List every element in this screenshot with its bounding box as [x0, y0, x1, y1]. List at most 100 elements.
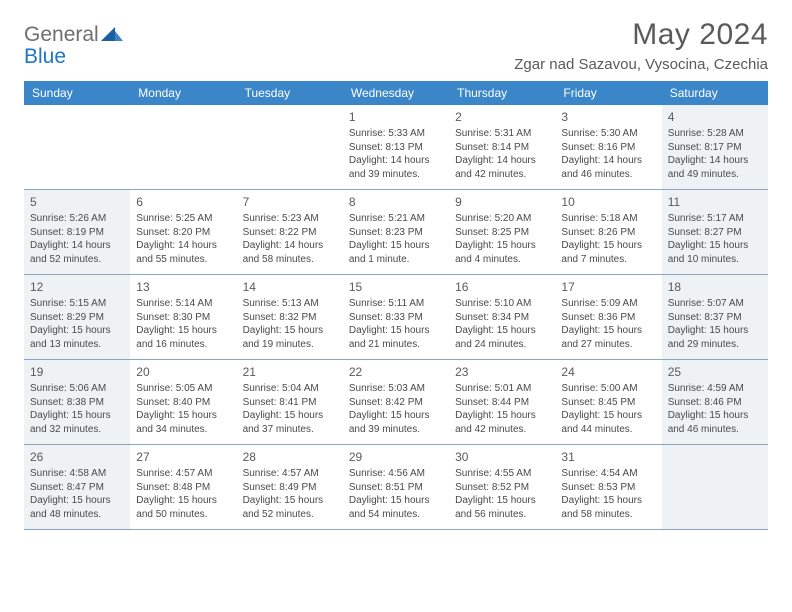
day-cell: 28Sunrise: 4:57 AMSunset: 8:49 PMDayligh…	[237, 445, 343, 529]
day-cell: 18Sunrise: 5:07 AMSunset: 8:37 PMDayligh…	[662, 275, 768, 359]
logo-line2: Blue	[24, 45, 66, 68]
sunrise-line: Sunrise: 4:55 AM	[455, 467, 549, 481]
daylight-line: Daylight: 15 hours and 34 minutes.	[136, 409, 230, 436]
daylight-line: Daylight: 15 hours and 48 minutes.	[30, 494, 124, 521]
sunset-line: Sunset: 8:14 PM	[455, 141, 549, 155]
day-number: 12	[30, 279, 124, 295]
sunrise-line: Sunrise: 5:33 AM	[349, 127, 443, 141]
day-cell: 30Sunrise: 4:55 AMSunset: 8:52 PMDayligh…	[449, 445, 555, 529]
day-number: 18	[668, 279, 762, 295]
sunset-line: Sunset: 8:17 PM	[668, 141, 762, 155]
daylight-line: Daylight: 14 hours and 52 minutes.	[30, 239, 124, 266]
day-cell: 26Sunrise: 4:58 AMSunset: 8:47 PMDayligh…	[24, 445, 130, 529]
sunrise-line: Sunrise: 5:15 AM	[30, 297, 124, 311]
day-cell: 14Sunrise: 5:13 AMSunset: 8:32 PMDayligh…	[237, 275, 343, 359]
weekday-header: Wednesday	[343, 81, 449, 105]
day-number: 20	[136, 364, 230, 380]
daylight-line: Daylight: 15 hours and 21 minutes.	[349, 324, 443, 351]
calendar-weeks: 1Sunrise: 5:33 AMSunset: 8:13 PMDaylight…	[24, 105, 768, 530]
sunset-line: Sunset: 8:22 PM	[243, 226, 337, 240]
sunset-line: Sunset: 8:48 PM	[136, 481, 230, 495]
daylight-line: Daylight: 14 hours and 58 minutes.	[243, 239, 337, 266]
daylight-line: Daylight: 15 hours and 24 minutes.	[455, 324, 549, 351]
day-number: 25	[668, 364, 762, 380]
day-cell: 29Sunrise: 4:56 AMSunset: 8:51 PMDayligh…	[343, 445, 449, 529]
sunrise-line: Sunrise: 5:25 AM	[136, 212, 230, 226]
sunrise-line: Sunrise: 5:14 AM	[136, 297, 230, 311]
sunset-line: Sunset: 8:41 PM	[243, 396, 337, 410]
week-row: 26Sunrise: 4:58 AMSunset: 8:47 PMDayligh…	[24, 445, 768, 530]
daylight-line: Daylight: 14 hours and 42 minutes.	[455, 154, 549, 181]
day-number: 19	[30, 364, 124, 380]
logo: General Blue	[24, 18, 123, 68]
logo-line1: General	[24, 23, 99, 46]
sunset-line: Sunset: 8:38 PM	[30, 396, 124, 410]
calendar: SundayMondayTuesdayWednesdayThursdayFrid…	[24, 81, 768, 530]
month-title: May 2024	[514, 18, 768, 52]
logo-mark-icon	[101, 24, 123, 46]
daylight-line: Daylight: 14 hours and 55 minutes.	[136, 239, 230, 266]
sunset-line: Sunset: 8:36 PM	[561, 311, 655, 325]
day-number: 5	[30, 194, 124, 210]
daylight-line: Daylight: 14 hours and 46 minutes.	[561, 154, 655, 181]
day-number: 7	[243, 194, 337, 210]
day-cell: 20Sunrise: 5:05 AMSunset: 8:40 PMDayligh…	[130, 360, 236, 444]
sunrise-line: Sunrise: 5:09 AM	[561, 297, 655, 311]
sunrise-line: Sunrise: 4:58 AM	[30, 467, 124, 481]
weekday-header: Friday	[555, 81, 661, 105]
day-cell: 11Sunrise: 5:17 AMSunset: 8:27 PMDayligh…	[662, 190, 768, 274]
daylight-line: Daylight: 15 hours and 10 minutes.	[668, 239, 762, 266]
sunset-line: Sunset: 8:32 PM	[243, 311, 337, 325]
sunset-line: Sunset: 8:46 PM	[668, 396, 762, 410]
sunset-line: Sunset: 8:19 PM	[30, 226, 124, 240]
day-cell: 22Sunrise: 5:03 AMSunset: 8:42 PMDayligh…	[343, 360, 449, 444]
day-number: 1	[349, 109, 443, 125]
sunrise-line: Sunrise: 4:59 AM	[668, 382, 762, 396]
daylight-line: Daylight: 15 hours and 58 minutes.	[561, 494, 655, 521]
day-cell: 16Sunrise: 5:10 AMSunset: 8:34 PMDayligh…	[449, 275, 555, 359]
sunset-line: Sunset: 8:16 PM	[561, 141, 655, 155]
sunrise-line: Sunrise: 5:30 AM	[561, 127, 655, 141]
day-cell: 13 Sunrise: 5:14 AMSunset: 8:30 PMDayligh…	[130, 275, 236, 359]
sunset-line: Sunset: 8:53 PM	[561, 481, 655, 495]
week-row: 5Sunrise: 5:26 AMSunset: 8:19 PMDaylight…	[24, 190, 768, 275]
sunset-line: Sunset: 8:42 PM	[349, 396, 443, 410]
week-row: 12Sunrise: 5:15 AMSunset: 8:29 PMDayligh…	[24, 275, 768, 360]
day-cell: 17Sunrise: 5:09 AMSunset: 8:36 PMDayligh…	[555, 275, 661, 359]
sunset-line: Sunset: 8:49 PM	[243, 481, 337, 495]
sunrise-line: Sunrise: 4:54 AM	[561, 467, 655, 481]
daylight-line: Daylight: 15 hours and 1 minute.	[349, 239, 443, 266]
sunrise-line: Sunrise: 5:03 AM	[349, 382, 443, 396]
sunrise-line: Sunrise: 5:31 AM	[455, 127, 549, 141]
sunrise-line: Sunrise: 5:18 AM	[561, 212, 655, 226]
header: General Blue May 2024 Zgar nad Sazavou, …	[24, 18, 768, 73]
daylight-line: Daylight: 15 hours and 46 minutes.	[668, 409, 762, 436]
day-number: 21	[243, 364, 337, 380]
daylight-line: Daylight: 15 hours and 32 minutes.	[30, 409, 124, 436]
sunrise-line: Sunrise: 5:06 AM	[30, 382, 124, 396]
sunrise-line: Sunrise: 5:20 AM	[455, 212, 549, 226]
daylight-line: Daylight: 15 hours and 54 minutes.	[349, 494, 443, 521]
sunset-line: Sunset: 8:34 PM	[455, 311, 549, 325]
sunrise-line: Sunrise: 5:26 AM	[30, 212, 124, 226]
sunrise-line: Sunrise: 5:00 AM	[561, 382, 655, 396]
day-cell: 19 Sunrise: 5:06 AMSunset: 8:38 PMDayligh…	[24, 360, 130, 444]
day-cell	[662, 445, 768, 529]
sunrise-line: Sunrise: 5:17 AM	[668, 212, 762, 226]
sunrise-line: Sunrise: 5:21 AM	[349, 212, 443, 226]
weekday-header: Thursday	[449, 81, 555, 105]
daylight-line: Daylight: 15 hours and 13 minutes.	[30, 324, 124, 351]
sunrise-line: Sunrise: 4:57 AM	[136, 467, 230, 481]
weekday-header: Sunday	[24, 81, 130, 105]
day-number: 11	[668, 194, 762, 210]
day-cell: 12Sunrise: 5:15 AMSunset: 8:29 PMDayligh…	[24, 275, 130, 359]
day-number: 13	[136, 279, 230, 295]
day-cell: 6Sunrise: 5:25 AMSunset: 8:20 PMDaylight…	[130, 190, 236, 274]
day-cell: 23Sunrise: 5:01 AMSunset: 8:44 PMDayligh…	[449, 360, 555, 444]
sunset-line: Sunset: 8:40 PM	[136, 396, 230, 410]
sunset-line: Sunset: 8:37 PM	[668, 311, 762, 325]
sunset-line: Sunset: 8:30 PM	[136, 311, 230, 325]
day-number: 28	[243, 449, 337, 465]
daylight-line: Daylight: 15 hours and 16 minutes.	[136, 324, 230, 351]
sunrise-line: Sunrise: 4:57 AM	[243, 467, 337, 481]
